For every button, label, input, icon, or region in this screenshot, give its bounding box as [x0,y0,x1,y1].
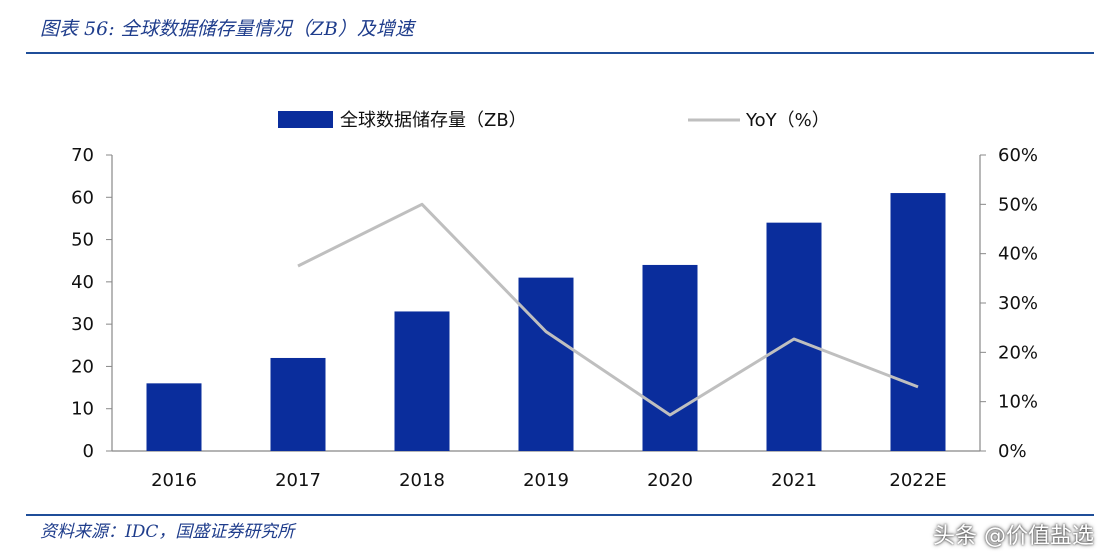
bar [518,277,574,451]
x-tick-label: 2019 [523,470,569,491]
right-tick-label: 0% [998,441,1027,462]
legend-swatch-bars [278,111,333,128]
right-tick-label: 10% [998,392,1038,413]
legend-label-bars: 全球数据储存量（ZB） [340,110,527,131]
left-tick-label: 0 [83,441,94,462]
bar [890,193,946,452]
legend-label-line: YoY（%） [745,110,830,131]
x-tick-label: 2017 [275,470,321,491]
bar [394,311,450,451]
x-tick-label: 2016 [151,470,197,491]
top-rule [26,52,1094,54]
left-tick-label: 60 [71,187,94,208]
bar [766,222,822,451]
x-tick-label: 2018 [399,470,445,491]
left-tick-label: 10 [71,399,94,420]
bar [146,383,202,451]
x-tick-label: 2021 [771,470,817,491]
bar [642,264,698,451]
left-tick-label: 50 [71,230,94,251]
right-tick-label: 60% [998,145,1038,166]
chart-title: 图表 56: 全球数据储存量情况（ZB）及增速 [40,18,414,40]
x-tick-label: 2020 [647,470,693,491]
bar [270,357,326,451]
yoy-line [297,202,919,417]
right-tick-label: 40% [998,244,1038,265]
right-tick-label: 50% [998,194,1038,215]
x-tick-label: 2022E [889,470,946,491]
watermark: 头条 @价值盐选 [933,524,1094,549]
bottom-rule [26,514,1094,516]
right-tick-label: 20% [998,342,1038,363]
left-tick-label: 30 [71,314,94,335]
left-tick-label: 20 [71,356,94,377]
right-tick-label: 30% [998,293,1038,314]
left-tick-label: 70 [71,145,94,166]
left-tick-label: 40 [71,272,94,293]
source-note: 资料来源：IDC，国盛证券研究所 [40,522,295,542]
